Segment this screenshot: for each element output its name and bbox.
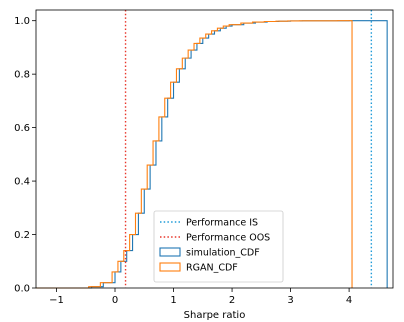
y-tick-label: 0.4 [14, 177, 30, 188]
x-axis-label: Sharpe ratio [184, 310, 246, 321]
x-tick-label: 0 [112, 295, 118, 306]
legend-label: Performance OOS [186, 233, 270, 244]
x-axis: −1 0 1 2 3 4 [49, 288, 352, 306]
legend-frame [153, 210, 284, 283]
legend-swatch [159, 262, 181, 272]
x-tick-label: 3 [287, 295, 293, 306]
x-tick-label: −1 [49, 295, 64, 306]
y-tick-label: 0.8 [14, 70, 30, 81]
y-axis: 0.0 0.2 0.4 0.6 0.8 1.0 [14, 16, 36, 295]
legend-label: RGAN_CDF [186, 263, 238, 274]
legend-swatch [159, 247, 181, 257]
y-tick-label: 0.2 [14, 230, 30, 241]
legend-label: Performance IS [186, 218, 258, 229]
y-tick-label: 1.0 [14, 16, 30, 27]
x-tick-label: 1 [170, 295, 176, 306]
x-tick-label: 4 [346, 295, 352, 306]
y-tick-label: 0.6 [14, 123, 30, 134]
y-tick-label: 0.0 [14, 284, 30, 295]
legend: Performance IS Performance OOS simulation_… [153, 210, 284, 283]
plot-frame [35, 9, 394, 289]
legend-label: simulation_CDF [186, 248, 260, 259]
x-tick-label: 2 [229, 295, 235, 306]
